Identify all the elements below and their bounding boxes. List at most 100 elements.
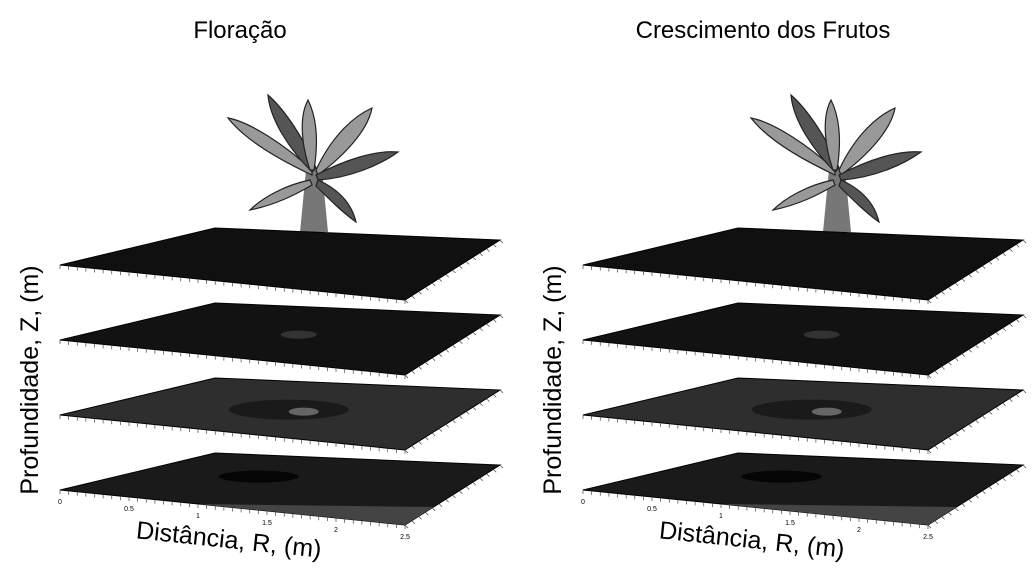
edge-tick	[982, 415, 986, 419]
edge-tick	[411, 520, 416, 524]
leaf	[315, 106, 373, 176]
plant-illustration	[749, 93, 923, 232]
edge-tick	[404, 299, 409, 304]
edge-tick	[1022, 314, 1027, 319]
edge-tick	[927, 449, 932, 454]
edge-tick	[1009, 398, 1013, 402]
edge-tick	[995, 406, 1000, 411]
edge-tick	[1009, 323, 1013, 327]
edge-tick	[948, 511, 952, 516]
edge-tick	[927, 524, 932, 529]
edge-tick	[431, 357, 436, 362]
edge-tick	[479, 402, 483, 407]
edge-tick	[975, 269, 979, 274]
edge-tick	[1009, 248, 1013, 252]
edge-tick	[452, 269, 456, 274]
edge-tick	[452, 419, 456, 424]
edge-tick	[418, 366, 422, 370]
edge-tick	[948, 286, 952, 291]
edge-tick	[459, 340, 463, 344]
edge-tick	[988, 486, 993, 490]
contour-region	[751, 399, 872, 420]
panel-title: Crescimento dos Frutos	[636, 17, 891, 44]
edge-tick	[492, 394, 497, 398]
edge-tick	[975, 419, 979, 424]
edge-tick	[954, 357, 959, 362]
edge-tick	[975, 494, 979, 499]
leaf	[226, 117, 313, 176]
edge-tick	[438, 428, 443, 432]
edge-tick	[486, 473, 490, 477]
panel-title: Floração	[193, 17, 286, 44]
x-tick-label: 2.5	[400, 534, 410, 541]
edge-tick	[934, 295, 939, 299]
edge-tick	[954, 507, 959, 512]
edge-tick	[452, 494, 456, 499]
edge-tick	[411, 295, 416, 299]
edge-tick	[948, 361, 952, 366]
edge-tick	[1009, 473, 1013, 477]
leaf	[315, 151, 400, 181]
edge-tick	[1002, 252, 1006, 257]
edge-tick	[934, 520, 939, 524]
edge-tick	[465, 486, 470, 490]
contour-region	[218, 470, 299, 483]
edge-tick	[941, 291, 945, 295]
edge-tick	[975, 344, 979, 349]
x-tick-label: 1	[719, 513, 723, 520]
edge-tick	[927, 374, 932, 379]
leaf	[824, 98, 841, 171]
edge-tick	[499, 314, 504, 319]
edge-tick	[968, 424, 972, 428]
contour-region	[280, 330, 317, 339]
leaf	[749, 117, 836, 176]
x-tick-label: 0	[581, 499, 585, 506]
edge-tick	[438, 503, 443, 507]
edge-tick	[411, 445, 416, 449]
edge-tick	[445, 499, 449, 503]
x-tick-label: 2.5	[923, 534, 933, 541]
leaf	[838, 151, 923, 181]
contour-plane	[582, 452, 1025, 526]
edge-tick	[465, 411, 470, 415]
edge-tick	[479, 327, 483, 332]
edge-tick	[486, 248, 490, 252]
edge-tick	[988, 411, 993, 415]
plant-illustration	[226, 93, 400, 232]
edge-tick	[961, 353, 966, 357]
panel: Crescimento dos Frutos 0 0.5 1 1.5 2 2.5 Profun…	[539, 17, 1027, 564]
x-tick-label: 0	[58, 499, 62, 506]
edge-tick	[418, 291, 422, 295]
edge-tick	[941, 516, 945, 520]
edge-tick	[1015, 394, 1020, 398]
edge-tick	[961, 503, 966, 507]
x-tick-label: 2	[334, 527, 338, 534]
edge-tick	[941, 366, 945, 370]
edge-tick	[1002, 477, 1006, 482]
leaf	[248, 179, 313, 211]
contour-region	[741, 470, 822, 483]
edge-tick	[479, 252, 483, 257]
edge-tick	[968, 274, 972, 278]
edge-tick	[968, 349, 972, 353]
edge-tick	[492, 469, 497, 473]
edge-tick	[1015, 244, 1020, 248]
edge-tick	[431, 507, 436, 512]
x-tick-label: 0.5	[647, 506, 657, 513]
edge-tick	[452, 344, 456, 349]
edge-tick	[954, 282, 959, 287]
edge-tick	[927, 299, 932, 304]
contour-plane	[59, 227, 502, 301]
leaf	[771, 179, 836, 211]
edge-tick	[499, 464, 504, 469]
contour-region	[721, 504, 957, 525]
edge-tick	[934, 370, 939, 374]
contour-region	[228, 399, 349, 420]
edge-tick	[1015, 469, 1020, 473]
edge-tick	[982, 490, 986, 494]
y-axis-label: Profundidade, Z, (m)	[539, 265, 567, 494]
edge-tick	[465, 261, 470, 265]
edge-tick	[418, 441, 422, 445]
edge-tick	[954, 432, 959, 437]
